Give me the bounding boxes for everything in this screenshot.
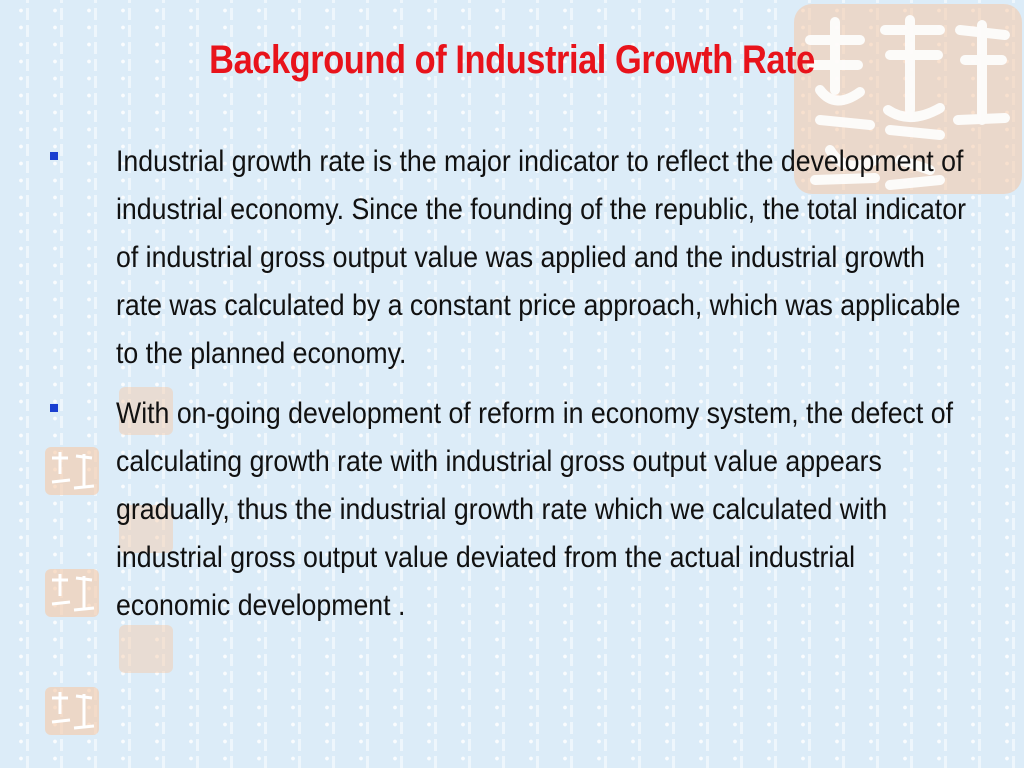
seal-watermark (794, 4, 1022, 194)
square-bullet-icon (50, 404, 58, 412)
bullet-list: Industrial growth rate is the major indi… (46, 138, 996, 642)
seal-watermark (119, 387, 173, 435)
seal-watermark (45, 569, 99, 617)
slide-title: Background of Industrial Growth Rate (209, 38, 815, 82)
square-bullet-icon (50, 152, 58, 160)
bullet-text: With on-going development of reform in e… (116, 397, 954, 622)
seal-watermark (119, 625, 173, 673)
bullet-item: With on-going development of reform in e… (46, 390, 996, 630)
bullet-text: Industrial growth rate is the major indi… (116, 145, 966, 370)
seal-watermark (45, 447, 99, 495)
seal-watermark (45, 687, 99, 735)
bullet-item: Industrial growth rate is the major indi… (46, 138, 996, 378)
seal-watermark (119, 505, 173, 553)
